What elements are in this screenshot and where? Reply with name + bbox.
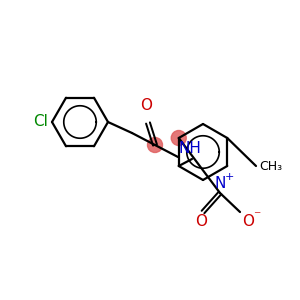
Text: N: N xyxy=(214,176,226,191)
Text: O: O xyxy=(140,98,152,113)
Circle shape xyxy=(171,130,186,146)
Text: O: O xyxy=(242,214,254,229)
Circle shape xyxy=(148,137,163,152)
Text: O: O xyxy=(195,214,207,229)
Text: CH₃: CH₃ xyxy=(259,160,282,172)
Text: Cl: Cl xyxy=(33,115,48,130)
Text: NH: NH xyxy=(179,141,202,156)
Text: +: + xyxy=(225,172,234,182)
Text: ⁻: ⁻ xyxy=(253,209,260,223)
